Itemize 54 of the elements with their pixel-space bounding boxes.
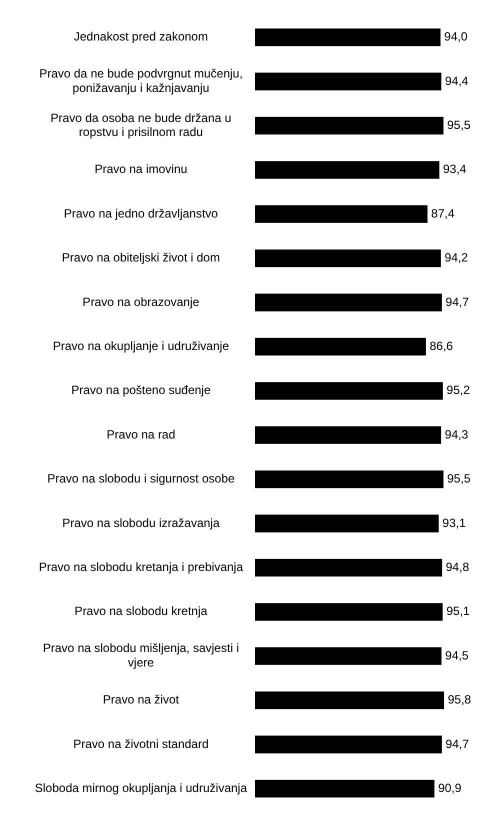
y-tick-label: Pravo na slobodu izražavanja	[62, 516, 220, 530]
y-tick-label: Pravo na obiteljski život i dom	[62, 250, 220, 265]
data-label: 95,5	[447, 472, 471, 486]
data-label: 95,2	[446, 383, 470, 398]
data-label: 94,5	[445, 648, 469, 662]
bar	[255, 338, 426, 356]
y-tick-label: Pravo na život	[102, 692, 180, 707]
y-tick-label: Pravo na životni standard	[73, 736, 209, 751]
y-tick-label: Pravo na slobodu kretnja	[74, 604, 208, 618]
bar	[255, 558, 442, 577]
data-label: 86,6	[430, 339, 454, 354]
data-label: 90,9	[438, 781, 462, 796]
y-tick-label: Pravo na slobodu i sigurnost osobe	[47, 472, 235, 486]
y-tick-label: Pravo na okupljanje i udruživanje	[52, 339, 230, 354]
data-label: 87,4	[431, 206, 455, 220]
data-label: 95,5	[447, 118, 471, 132]
bar	[255, 161, 440, 179]
data-label: 95,1	[446, 604, 470, 618]
data-label: 94,3	[444, 427, 468, 442]
y-tick-label: Pravo na obrazovanje	[82, 294, 200, 309]
data-label: 94,7	[446, 294, 470, 309]
y-tick-label: Pravo da ne bude podvrgnut mučenju, ponižavanju i kažnjavanju	[39, 66, 243, 96]
bar	[255, 470, 444, 488]
y-tick-label: Pravo da osoba ne bude držana u ropstvu i prisilnom radu	[50, 110, 232, 140]
data-label: 93,4	[443, 162, 467, 176]
bar	[255, 205, 428, 223]
data-label: 94,8	[446, 560, 470, 574]
data-label: 94,7	[446, 736, 470, 751]
bar	[255, 28, 441, 46]
y-tick-label: Pravo na rad	[106, 427, 176, 442]
data-label: 93,1	[442, 516, 466, 530]
bar	[255, 736, 442, 754]
y-tick-label: Jednakost pred zakonom	[74, 30, 208, 44]
y-tick-label: Pravo na imovinu	[94, 162, 188, 176]
bar	[255, 514, 439, 532]
data-label: 94,0	[444, 30, 468, 44]
data-label: 95,8	[448, 692, 472, 707]
y-tick-label: Pravo na slobodu mišljenja, savjesti i vjere	[42, 641, 239, 670]
bar	[255, 249, 441, 268]
y-tick-label: Pravo na jedno državljanstvo	[64, 206, 218, 220]
bar	[255, 116, 444, 135]
bar	[255, 780, 434, 798]
bar	[255, 691, 444, 710]
bar	[255, 426, 442, 444]
y-tick-label: Pravo na slobodu kretanja i prebivanja	[38, 560, 244, 574]
bar	[255, 647, 442, 665]
data-label: 94,2	[444, 250, 468, 265]
bar	[255, 294, 442, 312]
y-tick-label: Pravo na pošteno suđenje	[71, 383, 211, 398]
bar	[255, 382, 443, 400]
data-label: 94,4	[444, 74, 469, 88]
bar	[255, 603, 443, 621]
y-tick-label: Sloboda mirnog okupljanja i udruživanja	[34, 781, 248, 796]
bar	[255, 72, 442, 90]
